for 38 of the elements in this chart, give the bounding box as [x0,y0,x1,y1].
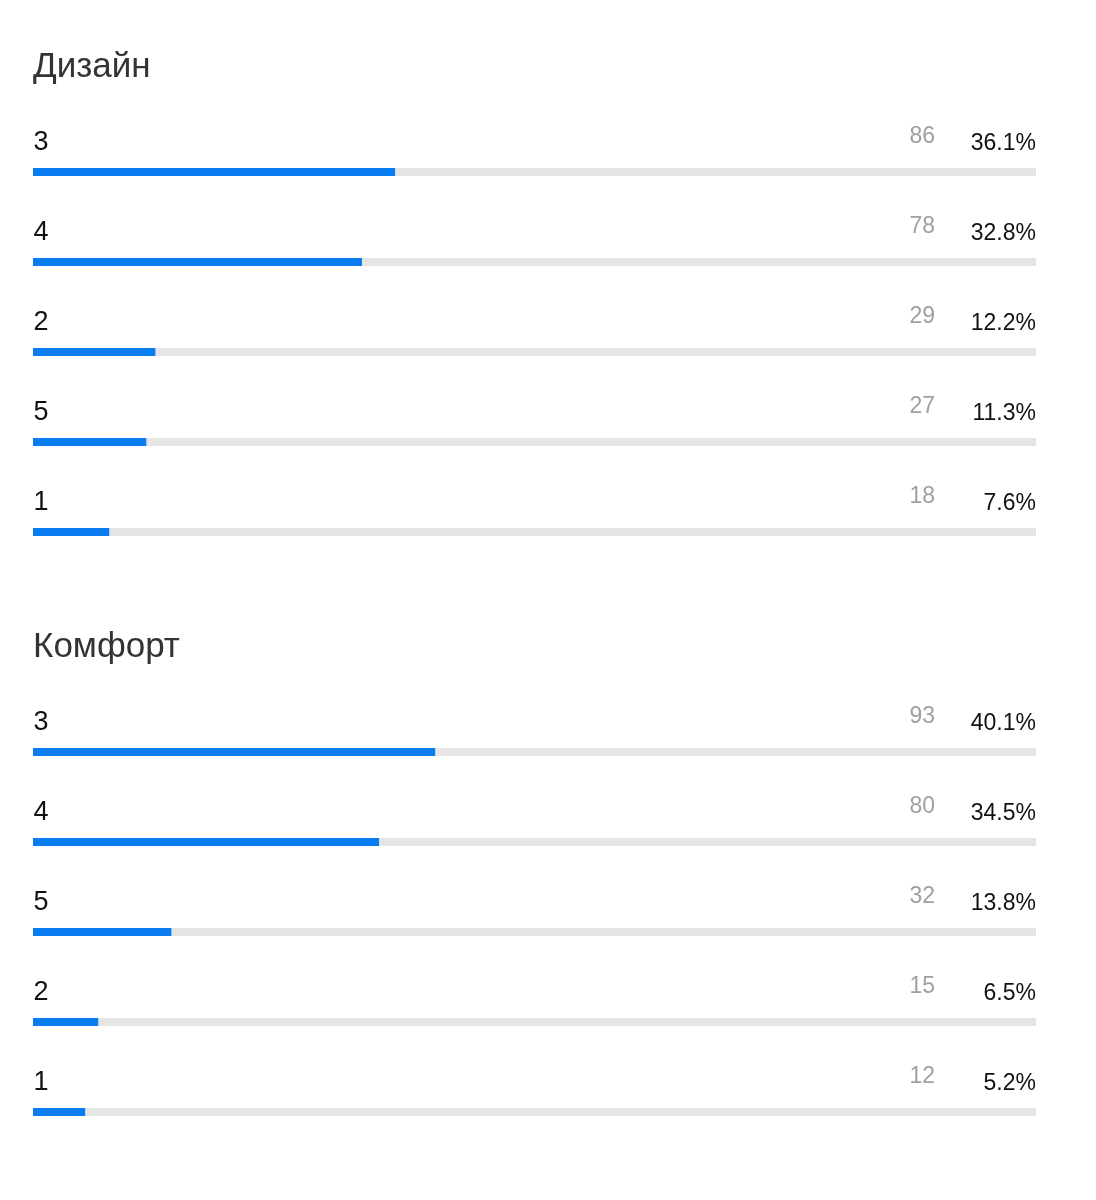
data-label: 12.2% [970,309,1036,335]
annotation: 27 [909,392,935,418]
y-tick-label: 4 [33,796,49,826]
annotation: 29 [909,302,935,328]
annotation: 86 [909,122,935,148]
y-tick-label: 2 [33,976,49,1006]
bar [33,438,147,446]
chart-title: Дизайн [33,45,151,84]
data-label: 40.1% [970,709,1036,735]
annotation: 78 [909,212,935,238]
bar [33,528,110,536]
data-label: 34.5% [970,799,1036,825]
y-tick-label: 3 [33,706,49,736]
annotation: 80 [909,792,935,818]
y-tick-label: 5 [33,886,49,916]
annotation: 32 [909,882,935,908]
annotation: 18 [909,482,935,508]
bar [33,1018,99,1026]
bar [33,348,156,356]
data-label: 11.3% [972,399,1036,425]
y-tick-label: 1 [33,1066,49,1096]
y-tick-label: 4 [33,216,49,246]
data-label: 5.2% [983,1069,1036,1095]
annotation: 12 [909,1062,935,1088]
chart-title: Комфорт [33,625,180,664]
bar [33,1108,86,1116]
y-tick-label: 3 [33,126,49,156]
bar [33,928,172,936]
data-label: 6.5% [983,979,1036,1005]
data-label: 7.6% [983,489,1036,515]
data-label: 32.8% [970,219,1036,245]
data-label: 36.1% [970,129,1036,155]
data-label: 13.8% [970,889,1036,915]
annotation: 93 [909,702,935,728]
y-tick-label: 1 [33,486,49,516]
y-tick-label: 2 [33,306,49,336]
annotation: 15 [909,972,935,998]
y-tick-label: 5 [33,396,49,426]
